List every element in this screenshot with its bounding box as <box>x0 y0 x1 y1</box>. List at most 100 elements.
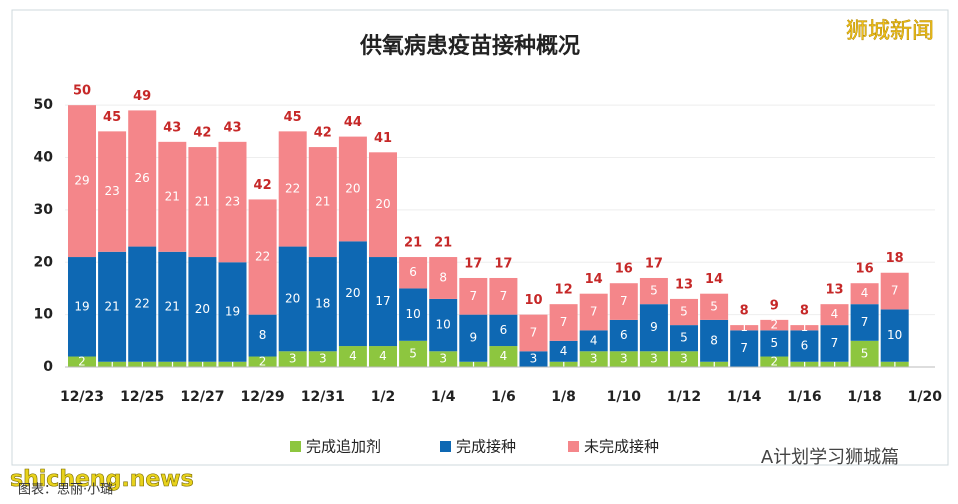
segment-label: 7 <box>861 315 869 329</box>
segment-label: 22 <box>135 297 150 311</box>
x-tick-label: 12/27 <box>180 389 224 405</box>
x-tick-label: 1/16 <box>787 389 821 405</box>
segment-label: 6 <box>801 339 809 353</box>
x-tick-label: 1/10 <box>607 389 642 405</box>
y-tick-label: 20 <box>34 254 54 270</box>
bar-segment <box>399 257 428 289</box>
total-label: 49 <box>133 89 151 104</box>
bar-segment <box>218 262 247 362</box>
bar-segment <box>639 304 668 352</box>
bar-segment <box>489 346 518 367</box>
segment-label: 3 <box>620 352 628 366</box>
y-tick-label: 30 <box>34 202 54 218</box>
segment-label: 5 <box>710 299 718 313</box>
total-label: 13 <box>675 277 693 292</box>
segment-label: 10 <box>887 328 902 342</box>
y-tick-label: 0 <box>43 359 53 375</box>
segment-label: 5 <box>409 346 417 360</box>
bar-segment <box>248 314 277 357</box>
bar-segment <box>549 340 578 362</box>
bar-segment <box>128 361 157 367</box>
total-label: 41 <box>374 131 392 146</box>
x-tick-label: 1/8 <box>551 389 576 405</box>
total-label: 17 <box>464 256 482 271</box>
segment-label: 23 <box>104 184 119 198</box>
bar-segment <box>459 277 488 315</box>
segment-label: 1 <box>168 357 176 371</box>
segment-label: 20 <box>285 291 300 305</box>
y-tick-label: 50 <box>34 97 54 113</box>
segment-label: 20 <box>345 181 360 195</box>
x-tick-label: 1/14 <box>727 389 762 405</box>
bar-segment <box>850 304 879 341</box>
segment-label: 4 <box>500 349 508 363</box>
bar-segment <box>820 325 849 362</box>
chart-title: 供氧病患疫苗接种概况 <box>359 33 580 59</box>
segment-label: 2 <box>770 354 778 368</box>
total-label: 13 <box>825 283 843 298</box>
segment-label: 3 <box>680 352 688 366</box>
total-label: 12 <box>555 283 573 298</box>
bar-segment <box>98 131 127 252</box>
legend-swatch <box>290 441 301 452</box>
bar-segment <box>639 277 668 305</box>
bar-segment <box>68 257 96 357</box>
site: shicheng.news <box>10 467 194 492</box>
bar-segment <box>609 351 638 367</box>
x-tick-label: 12/31 <box>301 389 345 405</box>
segment-label: 5 <box>650 284 658 298</box>
bar-segment <box>429 257 458 299</box>
bar-segment <box>278 131 307 247</box>
segment-label: 6 <box>500 323 508 337</box>
bar-segment <box>128 246 157 362</box>
segment-label: 1 <box>801 357 809 371</box>
bar-segment <box>730 325 759 331</box>
bar-segment <box>700 361 729 367</box>
bar-segment <box>519 351 548 367</box>
bar-segment <box>248 356 277 367</box>
total-label: 14 <box>705 272 723 287</box>
bar-segment <box>158 141 187 252</box>
bar-segment <box>790 361 819 367</box>
bar-segment <box>850 340 879 367</box>
bar-segment <box>489 314 518 347</box>
segment-label: 4 <box>861 286 869 300</box>
total-label: 14 <box>585 272 603 287</box>
segment-label: 6 <box>409 265 417 279</box>
segment-label: 5 <box>680 331 688 345</box>
bar-segment <box>188 361 217 367</box>
segment-label: 21 <box>315 195 330 209</box>
bar-segment <box>730 330 759 367</box>
segment-label: 21 <box>165 299 180 313</box>
segment-label: 3 <box>650 352 658 366</box>
segment-label: 21 <box>104 299 119 313</box>
bar-segment <box>218 361 247 367</box>
total-label: 45 <box>284 110 302 125</box>
segment-label: 1 <box>710 357 718 371</box>
segment-label: 20 <box>345 286 360 300</box>
segment-label: 1 <box>831 357 839 371</box>
segment-label: 4 <box>831 307 839 321</box>
segment-label: 22 <box>285 181 300 195</box>
segment-label: 3 <box>590 352 598 366</box>
legend-swatch <box>440 441 451 452</box>
segment-label: 9 <box>469 331 477 345</box>
legend-label: 完成接种 <box>456 438 516 456</box>
segment-label: 7 <box>530 325 538 339</box>
bar-segment <box>609 319 638 352</box>
segment-label: 3 <box>319 352 327 366</box>
bar-segment <box>850 283 879 305</box>
bar-segment <box>489 277 518 315</box>
segment-label: 1 <box>138 357 146 371</box>
segment-label: 20 <box>375 197 390 211</box>
segment-label: 23 <box>225 195 240 209</box>
bar-segment <box>790 330 819 362</box>
total-label: 21 <box>404 236 422 251</box>
total-label: 43 <box>163 120 181 135</box>
account: A计划学习狮城篇 <box>761 447 899 468</box>
bar-segment <box>399 340 428 367</box>
bar-segment <box>579 293 608 331</box>
legend-swatch <box>568 441 579 452</box>
segment-label: 1 <box>801 320 809 334</box>
